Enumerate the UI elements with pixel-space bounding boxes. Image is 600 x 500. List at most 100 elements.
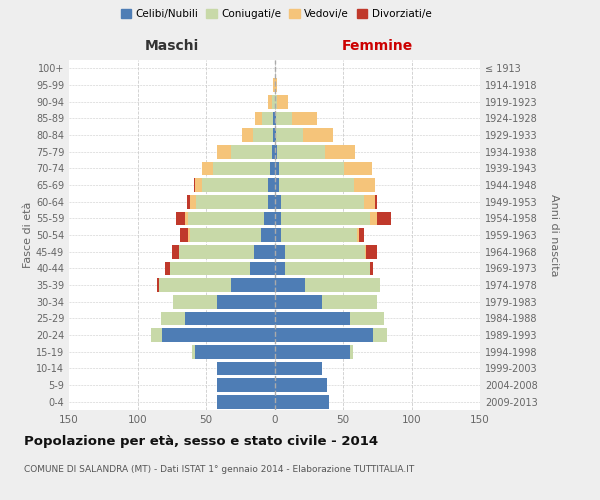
Text: COMUNE DI SALANDRA (MT) - Dati ISTAT 1° gennaio 2014 - Elaborazione TUTTITALIA.I: COMUNE DI SALANDRA (MT) - Dati ISTAT 1° … bbox=[24, 465, 414, 474]
Bar bbox=[190, 195, 196, 208]
Bar bbox=[303, 128, 334, 142]
Bar bbox=[273, 128, 275, 142]
Bar bbox=[176, 212, 185, 225]
Bar bbox=[275, 178, 278, 192]
Bar bbox=[217, 362, 275, 375]
Bar bbox=[276, 128, 303, 142]
Bar bbox=[286, 262, 370, 275]
Bar bbox=[350, 345, 353, 358]
Bar bbox=[366, 245, 377, 258]
Bar bbox=[322, 295, 377, 308]
Bar bbox=[196, 195, 268, 208]
Text: Popolazione per età, sesso e stato civile - 2014: Popolazione per età, sesso e stato civil… bbox=[24, 435, 378, 448]
Bar bbox=[250, 262, 275, 275]
Bar bbox=[377, 212, 391, 225]
Bar bbox=[275, 128, 276, 142]
Text: Maschi: Maschi bbox=[145, 38, 199, 52]
Bar bbox=[364, 195, 374, 208]
Bar bbox=[275, 278, 305, 292]
Bar bbox=[275, 295, 322, 308]
Bar bbox=[179, 245, 254, 258]
Bar bbox=[261, 228, 275, 242]
Bar bbox=[370, 212, 377, 225]
Bar bbox=[275, 362, 322, 375]
Bar bbox=[286, 245, 365, 258]
Bar bbox=[275, 228, 281, 242]
Bar bbox=[170, 262, 250, 275]
Bar bbox=[180, 228, 188, 242]
Bar bbox=[275, 328, 373, 342]
Bar bbox=[217, 395, 275, 408]
Bar bbox=[344, 162, 372, 175]
Bar bbox=[277, 145, 325, 158]
Bar bbox=[359, 228, 364, 242]
Bar bbox=[275, 95, 277, 108]
Bar bbox=[157, 278, 160, 292]
Bar bbox=[173, 295, 217, 308]
Bar bbox=[254, 245, 275, 258]
Bar bbox=[253, 128, 273, 142]
Text: Femmine: Femmine bbox=[341, 38, 413, 52]
Bar bbox=[275, 378, 326, 392]
Bar bbox=[275, 162, 278, 175]
Bar bbox=[217, 295, 275, 308]
Bar bbox=[275, 245, 286, 258]
Bar bbox=[187, 195, 190, 208]
Bar bbox=[365, 245, 366, 258]
Bar bbox=[276, 112, 292, 125]
Bar bbox=[271, 162, 275, 175]
Bar bbox=[275, 312, 350, 325]
Bar bbox=[275, 212, 281, 225]
Bar bbox=[273, 112, 275, 125]
Bar bbox=[242, 128, 253, 142]
Bar bbox=[217, 378, 275, 392]
Bar bbox=[275, 262, 286, 275]
Bar bbox=[275, 145, 277, 158]
Bar bbox=[277, 95, 288, 108]
Bar bbox=[161, 312, 185, 325]
Bar bbox=[278, 162, 344, 175]
Bar bbox=[356, 228, 359, 242]
Bar bbox=[292, 112, 317, 125]
Bar bbox=[194, 178, 195, 192]
Bar bbox=[275, 345, 350, 358]
Bar bbox=[268, 178, 275, 192]
Bar bbox=[263, 212, 275, 225]
Y-axis label: Fasce di età: Fasce di età bbox=[23, 202, 33, 268]
Bar bbox=[202, 162, 213, 175]
Bar bbox=[195, 178, 202, 192]
Legend: Celibi/Nubili, Coniugati/e, Vedovi/e, Divorziati/e: Celibi/Nubili, Coniugati/e, Vedovi/e, Di… bbox=[116, 5, 436, 24]
Bar bbox=[188, 228, 190, 242]
Bar bbox=[190, 228, 261, 242]
Bar bbox=[162, 328, 275, 342]
Y-axis label: Anni di nascita: Anni di nascita bbox=[549, 194, 559, 276]
Bar bbox=[281, 228, 357, 242]
Bar bbox=[325, 145, 355, 158]
Bar bbox=[281, 212, 370, 225]
Bar bbox=[272, 95, 275, 108]
Bar bbox=[172, 245, 179, 258]
Bar bbox=[278, 178, 354, 192]
Bar bbox=[160, 278, 230, 292]
Bar bbox=[354, 178, 374, 192]
Bar bbox=[213, 162, 271, 175]
Bar bbox=[185, 212, 188, 225]
Bar bbox=[275, 395, 329, 408]
Bar bbox=[272, 145, 275, 158]
Bar bbox=[230, 145, 272, 158]
Bar bbox=[230, 278, 275, 292]
Bar bbox=[350, 312, 384, 325]
Bar bbox=[256, 112, 262, 125]
Bar bbox=[374, 195, 377, 208]
Bar bbox=[370, 262, 373, 275]
Bar bbox=[195, 345, 275, 358]
Bar bbox=[275, 195, 281, 208]
Bar bbox=[151, 328, 162, 342]
Bar bbox=[268, 95, 272, 108]
Bar bbox=[165, 262, 170, 275]
Bar bbox=[268, 195, 275, 208]
Bar bbox=[281, 195, 364, 208]
Bar bbox=[217, 145, 230, 158]
Bar bbox=[192, 345, 195, 358]
Bar bbox=[188, 212, 263, 225]
